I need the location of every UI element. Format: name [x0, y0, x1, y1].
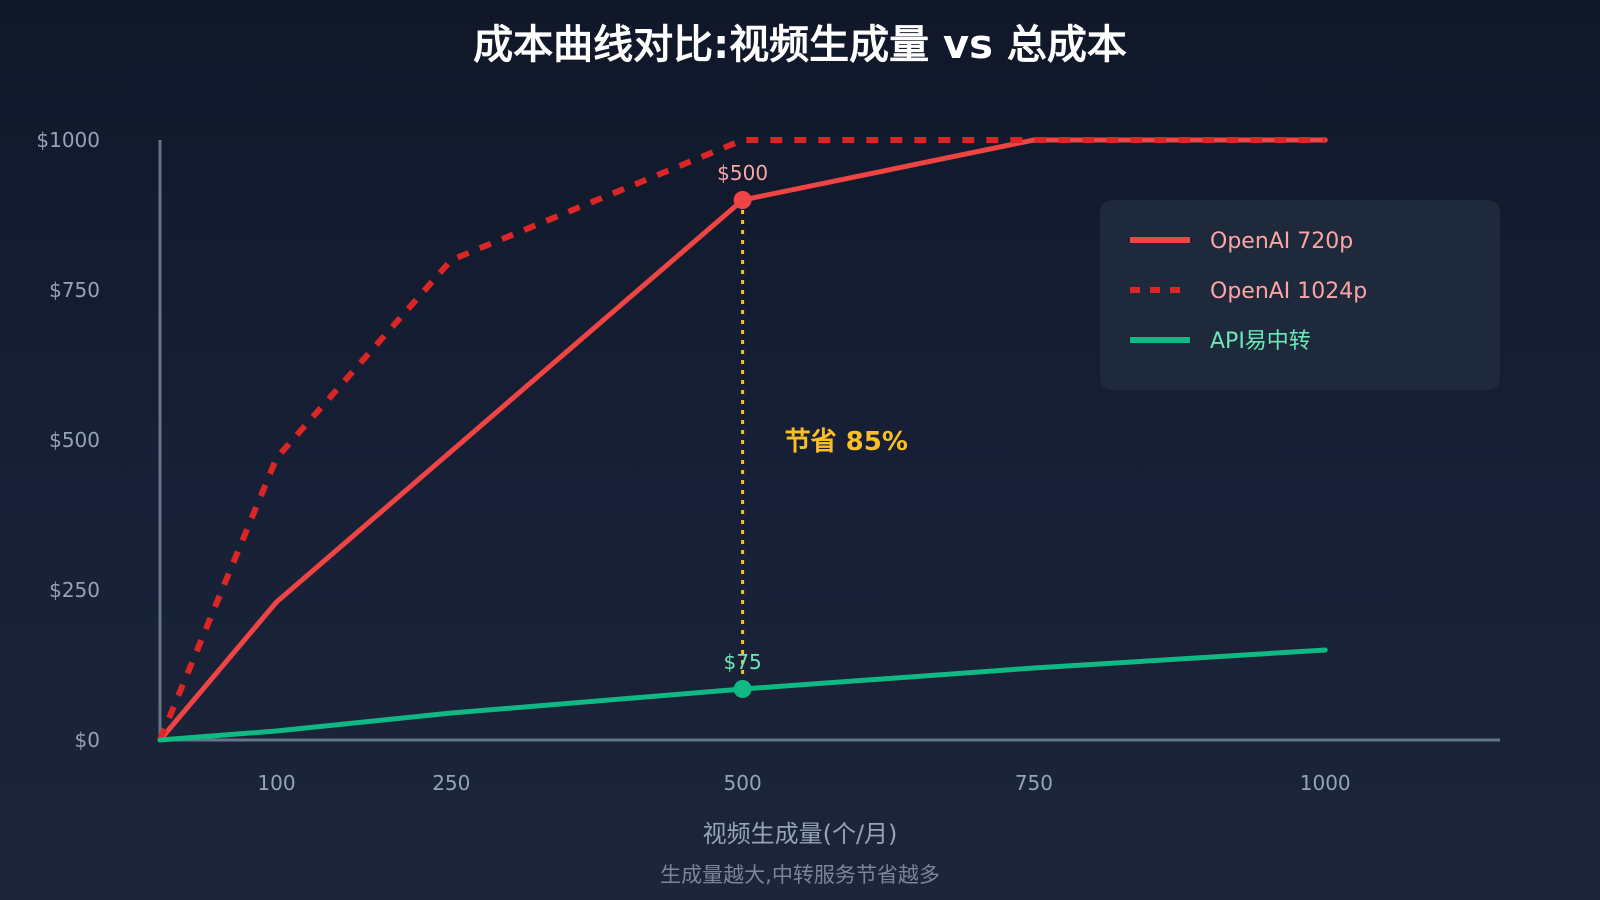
y-tick-labels: $0 $250 $500 $750 $1000 — [36, 128, 100, 752]
legend: OpenAI 720p OpenAI 1024p API易中转 — [1100, 200, 1500, 390]
y-tick-label: $750 — [49, 278, 100, 302]
y-tick-label: $500 — [49, 428, 100, 452]
y-tick-label: $250 — [49, 578, 100, 602]
chart-subtitle: 生成量越大,中转服务节省越多 — [660, 863, 940, 887]
axes — [158, 140, 1500, 742]
legend-label: OpenAI 720p — [1210, 229, 1353, 254]
legend-label: API易中转 — [1210, 329, 1311, 354]
low-cost-label: $75 — [724, 650, 762, 674]
x-tick-label: 750 — [1015, 771, 1053, 795]
x-tick-label: 250 — [432, 771, 470, 795]
low-cost-point — [733, 680, 752, 698]
series-line-1 — [157, 137, 1326, 742]
legend-label: OpenAI 1024p — [1210, 279, 1367, 304]
savings-label: 节省 85% — [785, 427, 908, 457]
high-cost-point — [733, 191, 752, 209]
series-line-2 — [157, 647, 1328, 743]
y-tick-label: $1000 — [36, 128, 100, 152]
annotations: $500 $75 节省 85% — [717, 161, 908, 698]
legend-box — [1100, 200, 1500, 390]
x-tick-label: 100 — [257, 771, 295, 795]
y-tick-label: $0 — [75, 728, 100, 752]
x-tick-labels: 100 250 500 750 1000 — [257, 771, 1350, 795]
x-tick-label: 1000 — [1300, 771, 1351, 795]
x-tick-label: 500 — [724, 771, 762, 795]
chart-title: 成本曲线对比:视频生成量 vs 总成本 — [473, 22, 1127, 68]
x-axis-label: 视频生成量(个/月) — [703, 820, 898, 848]
high-cost-label: $500 — [717, 161, 768, 185]
